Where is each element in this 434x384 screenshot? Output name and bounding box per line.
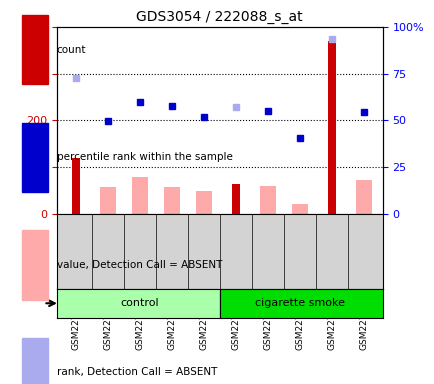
Bar <box>163 187 179 214</box>
Text: rank, Detection Call = ABSENT: rank, Detection Call = ABSENT <box>56 367 217 377</box>
Bar <box>72 158 79 214</box>
Bar <box>99 187 115 214</box>
Bar <box>56 289 219 318</box>
Bar <box>259 186 275 214</box>
Text: control: control <box>120 298 159 308</box>
Title: GDS3054 / 222088_s_at: GDS3054 / 222088_s_at <box>136 10 302 25</box>
Bar <box>132 177 148 214</box>
Text: count: count <box>56 45 86 55</box>
Text: percentile rank within the sample: percentile rank within the sample <box>56 152 232 162</box>
Bar <box>231 184 239 214</box>
Bar <box>327 41 335 214</box>
Bar <box>355 180 371 214</box>
Bar <box>195 192 211 214</box>
Bar <box>219 289 382 318</box>
Text: cigarette smoke: cigarette smoke <box>254 298 344 308</box>
Bar <box>291 204 307 214</box>
Text: value, Detection Call = ABSENT: value, Detection Call = ABSENT <box>56 260 221 270</box>
